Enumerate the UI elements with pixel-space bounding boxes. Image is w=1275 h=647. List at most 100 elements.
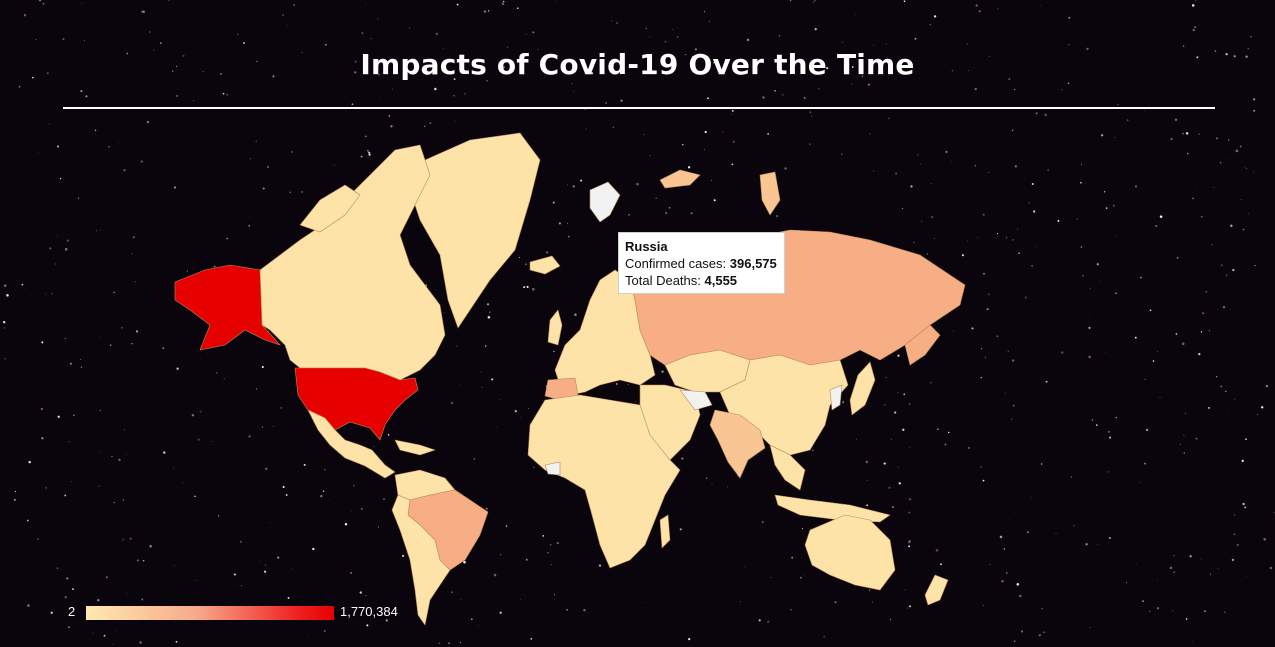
star (1210, 573, 1211, 575)
star (855, 14, 857, 16)
star (14, 498, 16, 501)
country-madagascar[interactable] (659, 514, 671, 549)
country-turkmenistan[interactable] (679, 389, 713, 411)
star (491, 378, 494, 381)
star (1068, 16, 1071, 19)
star (484, 345, 487, 347)
tooltip-deaths-value: 4,555 (704, 273, 738, 288)
star (1041, 608, 1043, 610)
star (1011, 129, 1014, 132)
star (778, 34, 781, 37)
star (890, 618, 891, 620)
star (351, 103, 354, 105)
star (442, 48, 444, 50)
star (1185, 618, 1188, 620)
star (1245, 438, 1247, 440)
country-new-zealand[interactable] (924, 574, 949, 606)
star (583, 609, 586, 612)
country-russia-kamchatka[interactable] (904, 324, 941, 366)
star (121, 538, 125, 541)
star (287, 597, 290, 599)
country-mexico[interactable] (307, 409, 396, 479)
star (1241, 459, 1244, 463)
star (1134, 185, 1138, 188)
star (908, 545, 911, 548)
country-indonesia[interactable] (774, 494, 891, 523)
star (931, 216, 934, 218)
star (320, 494, 323, 498)
star (481, 371, 482, 373)
star (1031, 264, 1033, 267)
star (56, 235, 58, 237)
star (902, 428, 905, 431)
star (920, 163, 922, 165)
star (1117, 104, 1119, 106)
star (142, 10, 145, 13)
star (713, 62, 715, 64)
star (1038, 633, 1042, 637)
star (1247, 48, 1249, 50)
star (590, 72, 594, 75)
star (813, 1, 814, 3)
star (628, 213, 630, 216)
star (704, 149, 705, 150)
star (684, 54, 686, 56)
star (80, 366, 83, 369)
country-india[interactable] (709, 409, 766, 479)
star (486, 303, 490, 306)
star (329, 499, 331, 500)
star (1008, 78, 1011, 81)
country-iceland[interactable] (529, 255, 561, 275)
star (1074, 255, 1075, 257)
star (518, 257, 520, 258)
star (23, 13, 27, 17)
star (212, 441, 214, 443)
star (1112, 204, 1115, 207)
star (444, 311, 446, 313)
country-north-korea[interactable] (829, 384, 843, 411)
country-greenland[interactable] (409, 132, 541, 329)
star (149, 31, 151, 33)
star (64, 596, 67, 599)
star (280, 406, 283, 409)
country-canada-islands[interactable] (299, 184, 361, 233)
country-andes[interactable] (391, 494, 451, 626)
country-australia[interactable] (804, 514, 896, 591)
star (103, 634, 106, 637)
star (767, 620, 770, 623)
star (95, 129, 97, 131)
country-japan[interactable] (849, 361, 876, 416)
star (453, 94, 456, 97)
star (1208, 329, 1211, 332)
star (267, 166, 269, 168)
star (377, 526, 380, 528)
star (261, 365, 264, 369)
star (486, 80, 488, 82)
star (611, 20, 613, 22)
country-novaya-zemlya[interactable] (759, 171, 781, 216)
star (113, 501, 115, 504)
star (553, 350, 555, 353)
country-united-kingdom[interactable] (547, 309, 563, 346)
star (354, 60, 357, 63)
country-alaska[interactable] (174, 264, 281, 351)
star (767, 133, 769, 135)
star (917, 153, 919, 156)
star (125, 453, 127, 456)
star (1156, 580, 1158, 582)
country-svalbard[interactable] (589, 181, 621, 223)
country-canada[interactable] (259, 144, 446, 381)
country-western-sahara[interactable] (544, 461, 561, 476)
country-caribbean[interactable] (394, 439, 436, 456)
star (1225, 390, 1227, 393)
star (814, 28, 817, 31)
star (1020, 630, 1024, 633)
country-southeast-asia[interactable] (769, 444, 806, 491)
star (672, 29, 673, 31)
star (3, 321, 6, 324)
star (983, 213, 985, 216)
country-franz-josef-land[interactable] (659, 169, 701, 189)
star (66, 577, 69, 580)
star (1091, 419, 1094, 421)
